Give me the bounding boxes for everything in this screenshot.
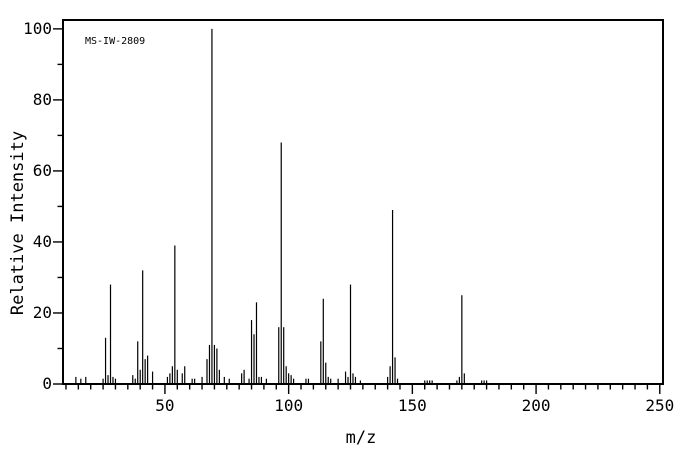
y-tick-label: 20 <box>32 302 52 322</box>
y-tick-label: 60 <box>32 160 52 180</box>
y-tick-label: 0 <box>42 374 52 393</box>
x-tick-label: 250 <box>645 396 675 415</box>
y-axis-label: Relative Intensity <box>8 130 28 316</box>
y-tick-label: 40 <box>32 231 52 251</box>
x-tick-label: 200 <box>521 396 551 415</box>
chart-frame <box>62 19 664 385</box>
x-tick-label: 100 <box>274 396 304 415</box>
y-tick-label: 80 <box>32 89 52 109</box>
x-axis-label: m/z <box>345 428 377 448</box>
spectrum-id-annotation: MS-IW-2809 <box>85 36 146 47</box>
x-tick-label: 150 <box>397 396 427 415</box>
x-tick-label: 50 <box>155 396 175 415</box>
y-tick-label: 100 <box>23 18 52 38</box>
